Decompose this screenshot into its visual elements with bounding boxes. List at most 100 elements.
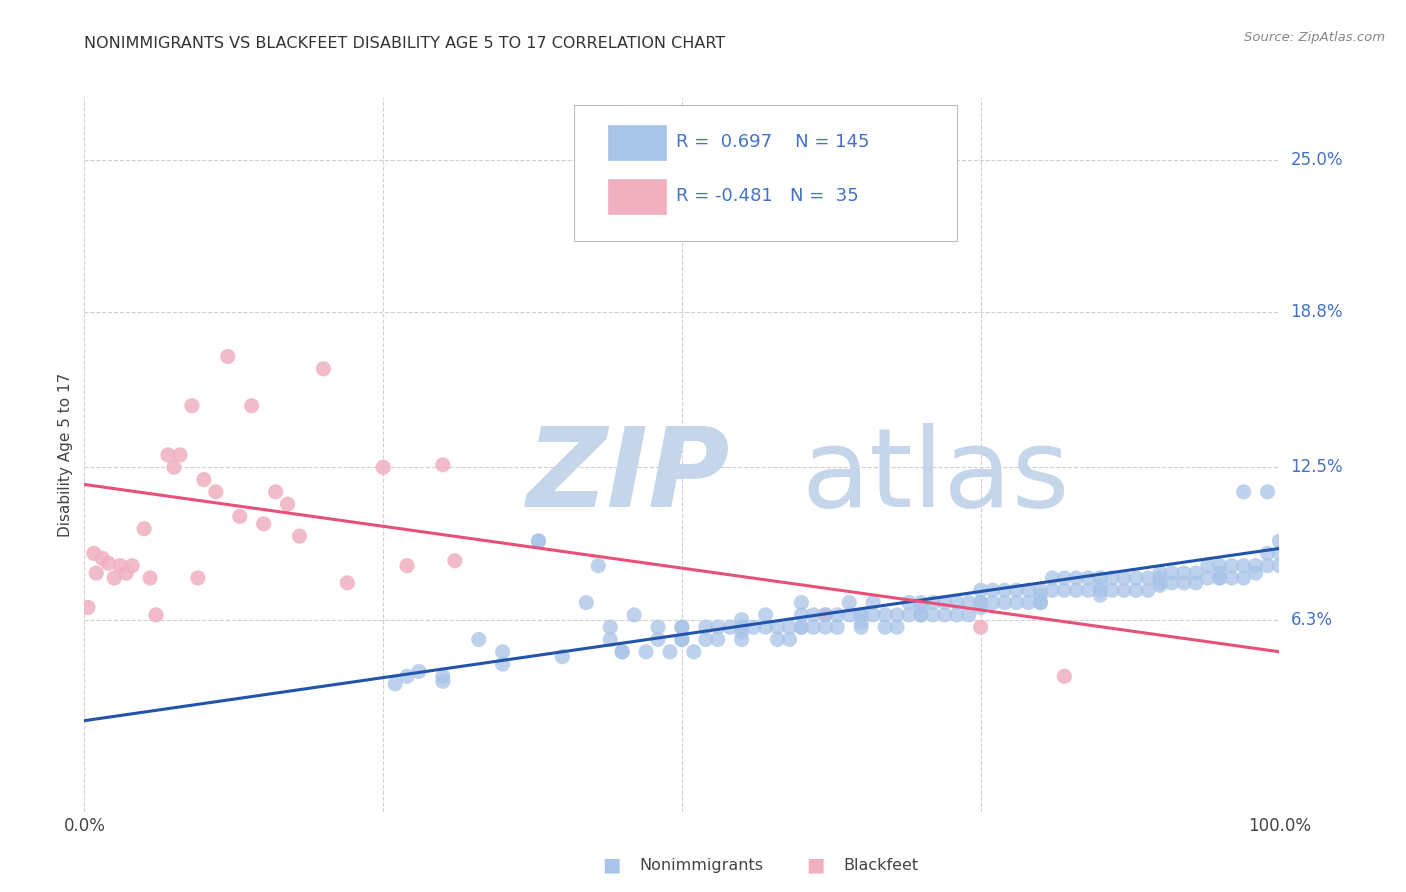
Text: Blackfeet: Blackfeet — [844, 858, 918, 872]
Point — [527, 534, 550, 549]
Point — [1088, 588, 1111, 602]
Point — [981, 583, 1004, 598]
Point — [790, 620, 813, 634]
Point — [1040, 571, 1063, 585]
Point — [139, 571, 162, 585]
Text: atlas: atlas — [801, 423, 1070, 530]
Point — [84, 566, 107, 580]
FancyBboxPatch shape — [607, 125, 666, 161]
Point — [945, 596, 967, 610]
Point — [467, 632, 491, 647]
Point — [957, 607, 980, 622]
Point — [683, 645, 704, 659]
Point — [790, 607, 813, 622]
Point — [384, 677, 406, 691]
Point — [814, 607, 837, 622]
FancyBboxPatch shape — [574, 105, 956, 241]
Point — [1197, 571, 1219, 585]
Point — [1268, 558, 1291, 573]
Point — [731, 625, 754, 640]
Point — [1101, 583, 1123, 598]
Point — [1160, 575, 1182, 590]
Point — [1040, 583, 1063, 598]
Point — [217, 350, 239, 364]
Point — [957, 596, 980, 610]
Point — [408, 665, 430, 679]
Point — [731, 620, 754, 634]
Point — [1125, 583, 1147, 598]
Point — [970, 596, 993, 610]
Point — [825, 620, 848, 634]
Point — [849, 615, 872, 630]
Point — [838, 596, 860, 610]
Point — [1149, 571, 1171, 585]
Point — [1149, 575, 1171, 590]
Point — [790, 620, 813, 634]
Point — [970, 600, 993, 615]
Point — [492, 657, 515, 671]
Point — [623, 607, 645, 622]
Point — [264, 484, 287, 499]
Point — [910, 600, 932, 615]
Point — [707, 632, 730, 647]
Text: 6.3%: 6.3% — [1291, 611, 1333, 629]
Point — [934, 607, 956, 622]
Point — [1066, 571, 1088, 585]
Point — [1220, 571, 1243, 585]
Point — [970, 583, 993, 598]
Point — [599, 632, 621, 647]
Point — [1208, 566, 1230, 580]
Point — [1029, 588, 1052, 602]
Text: NONIMMIGRANTS VS BLACKFEET DISABILITY AGE 5 TO 17 CORRELATION CHART: NONIMMIGRANTS VS BLACKFEET DISABILITY AG… — [84, 36, 725, 51]
Point — [1256, 558, 1278, 573]
Point — [83, 546, 105, 560]
Text: ■: ■ — [602, 855, 621, 875]
Text: 25.0%: 25.0% — [1291, 151, 1343, 169]
Point — [922, 607, 945, 622]
Point — [910, 607, 932, 622]
Point — [658, 645, 681, 659]
Point — [934, 596, 956, 610]
Point — [1005, 596, 1028, 610]
Point — [779, 620, 801, 634]
Point — [1256, 484, 1278, 499]
Point — [1232, 571, 1254, 585]
Point — [849, 620, 872, 634]
Point — [1018, 596, 1040, 610]
Point — [169, 448, 191, 462]
Point — [671, 632, 693, 647]
Point — [731, 613, 754, 627]
Point — [1208, 558, 1230, 573]
Point — [695, 620, 717, 634]
Point — [163, 460, 186, 475]
Point — [671, 620, 693, 634]
Point — [671, 632, 693, 647]
Point — [1077, 571, 1099, 585]
Point — [707, 620, 730, 634]
Point — [1197, 558, 1219, 573]
Point — [1232, 484, 1254, 499]
Point — [1244, 558, 1267, 573]
Point — [766, 632, 789, 647]
Point — [1029, 596, 1052, 610]
Point — [312, 361, 335, 376]
Point — [647, 620, 669, 634]
Point — [205, 484, 228, 499]
Point — [970, 620, 993, 634]
Point — [145, 607, 167, 622]
Point — [103, 571, 125, 585]
Point — [1112, 571, 1135, 585]
Point — [790, 596, 813, 610]
Y-axis label: Disability Age 5 to 17: Disability Age 5 to 17 — [58, 373, 73, 537]
Point — [1053, 669, 1076, 683]
Point — [1053, 571, 1076, 585]
Point — [1268, 546, 1291, 560]
Point — [432, 458, 454, 472]
Point — [610, 645, 633, 659]
Point — [993, 583, 1015, 598]
Point — [801, 620, 824, 634]
Point — [1184, 566, 1206, 580]
Point — [634, 645, 657, 659]
Point — [1018, 583, 1040, 598]
Point — [875, 620, 897, 634]
